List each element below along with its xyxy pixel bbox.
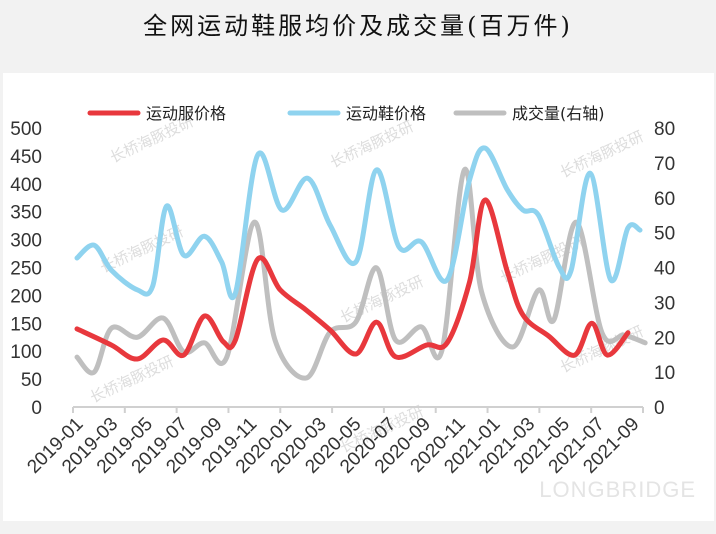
legend-label-1: 运动鞋价格	[346, 104, 426, 123]
y-left-tick-label: 350	[10, 203, 42, 224]
series-line-2	[74, 167, 648, 381]
y-right-tick-label: 40	[654, 259, 675, 280]
y-right-tick-label: 60	[654, 189, 675, 210]
y-right-tick-label: 20	[654, 328, 675, 349]
y-left-tick-label: 150	[10, 314, 42, 335]
y-left-tick-label: 400	[10, 175, 42, 196]
chart-panel: 长桥海豚投研 长桥海豚投研 长桥海豚投研 长桥海豚投研 长桥海豚投研 长桥海豚投研 长桥海豚…	[3, 73, 714, 521]
y-left-tick-label: 300	[10, 231, 42, 252]
chart-title: 全网运动鞋服均价及成交量(百万件)	[143, 12, 573, 40]
y-right-tick-label: 80	[654, 119, 675, 140]
series-line-0	[74, 197, 631, 362]
y-right-tick-label: 10	[654, 363, 675, 384]
y-left-tick-label: 200	[10, 286, 42, 307]
y-left-tick-label: 450	[10, 147, 42, 168]
legend-label-0: 运动服价格	[146, 104, 226, 123]
y-left-tick-label: 0	[31, 398, 42, 419]
y-left-tick-label: 500	[10, 119, 42, 140]
y-right-tick-label: 50	[654, 224, 675, 245]
y-left-tick-label: 50	[21, 370, 42, 391]
y-right-tick-label: 0	[654, 398, 665, 419]
line-chart: 长桥海豚投研 长桥海豚投研 长桥海豚投研长桥海豚投研长桥海豚投研长桥海豚投研长桥海豚…	[10, 104, 675, 478]
y-left-tick-label: 100	[10, 342, 42, 363]
watermark-text: 长桥海豚投研	[558, 128, 647, 181]
watermark-text: 长桥海豚投研	[328, 118, 417, 171]
series-line-1	[74, 145, 643, 301]
brand-watermark: LONGBRIDGE	[539, 477, 696, 502]
y-right-tick-label: 30	[654, 293, 675, 314]
y-right-tick-label: 70	[654, 154, 675, 175]
legend-label-2: 成交量(右轴)	[512, 104, 605, 123]
y-left-tick-label: 250	[10, 259, 42, 280]
